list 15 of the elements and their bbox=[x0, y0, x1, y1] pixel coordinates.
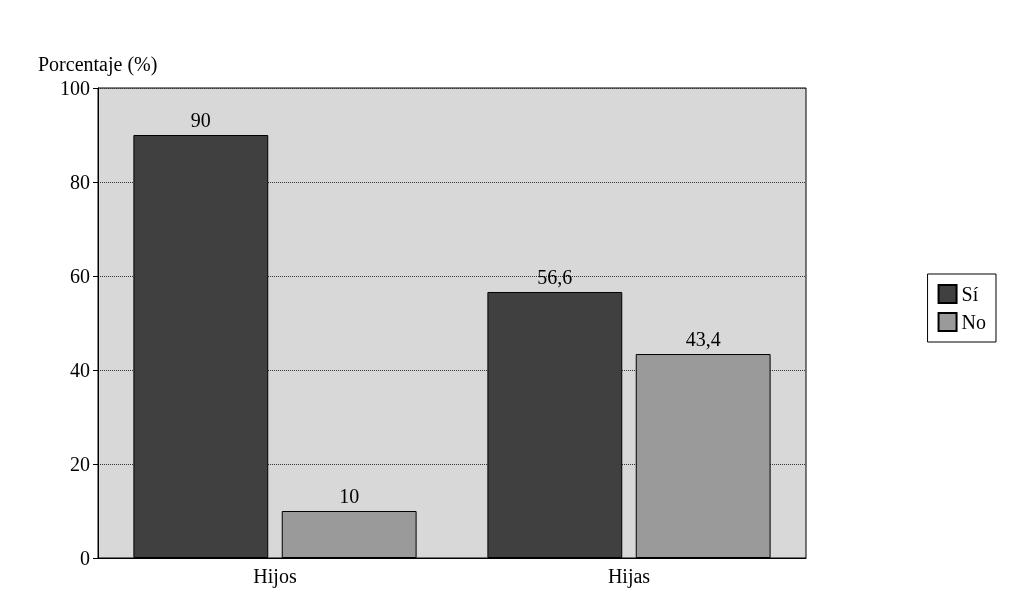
data-label: 10 bbox=[339, 485, 360, 507]
y-tick-label: 20 bbox=[70, 453, 90, 475]
data-label: 56,6 bbox=[537, 265, 573, 288]
data-label: 43,4 bbox=[685, 328, 721, 351]
y-tick-label: 80 bbox=[70, 171, 90, 193]
legend-label: No bbox=[961, 311, 987, 333]
legend-label: Sí bbox=[961, 283, 979, 305]
y-tick-label: 40 bbox=[70, 359, 90, 381]
y-tick-label: 60 bbox=[70, 265, 90, 287]
x-tick-label: Hijas bbox=[607, 565, 651, 588]
y-axis-title: Porcentaje (%) bbox=[38, 53, 158, 76]
y-tick-label: 100 bbox=[60, 77, 90, 99]
x-tick-label: Hijos bbox=[253, 565, 297, 588]
data-label: 90 bbox=[190, 109, 211, 131]
y-tick-label: 0 bbox=[80, 547, 90, 569]
